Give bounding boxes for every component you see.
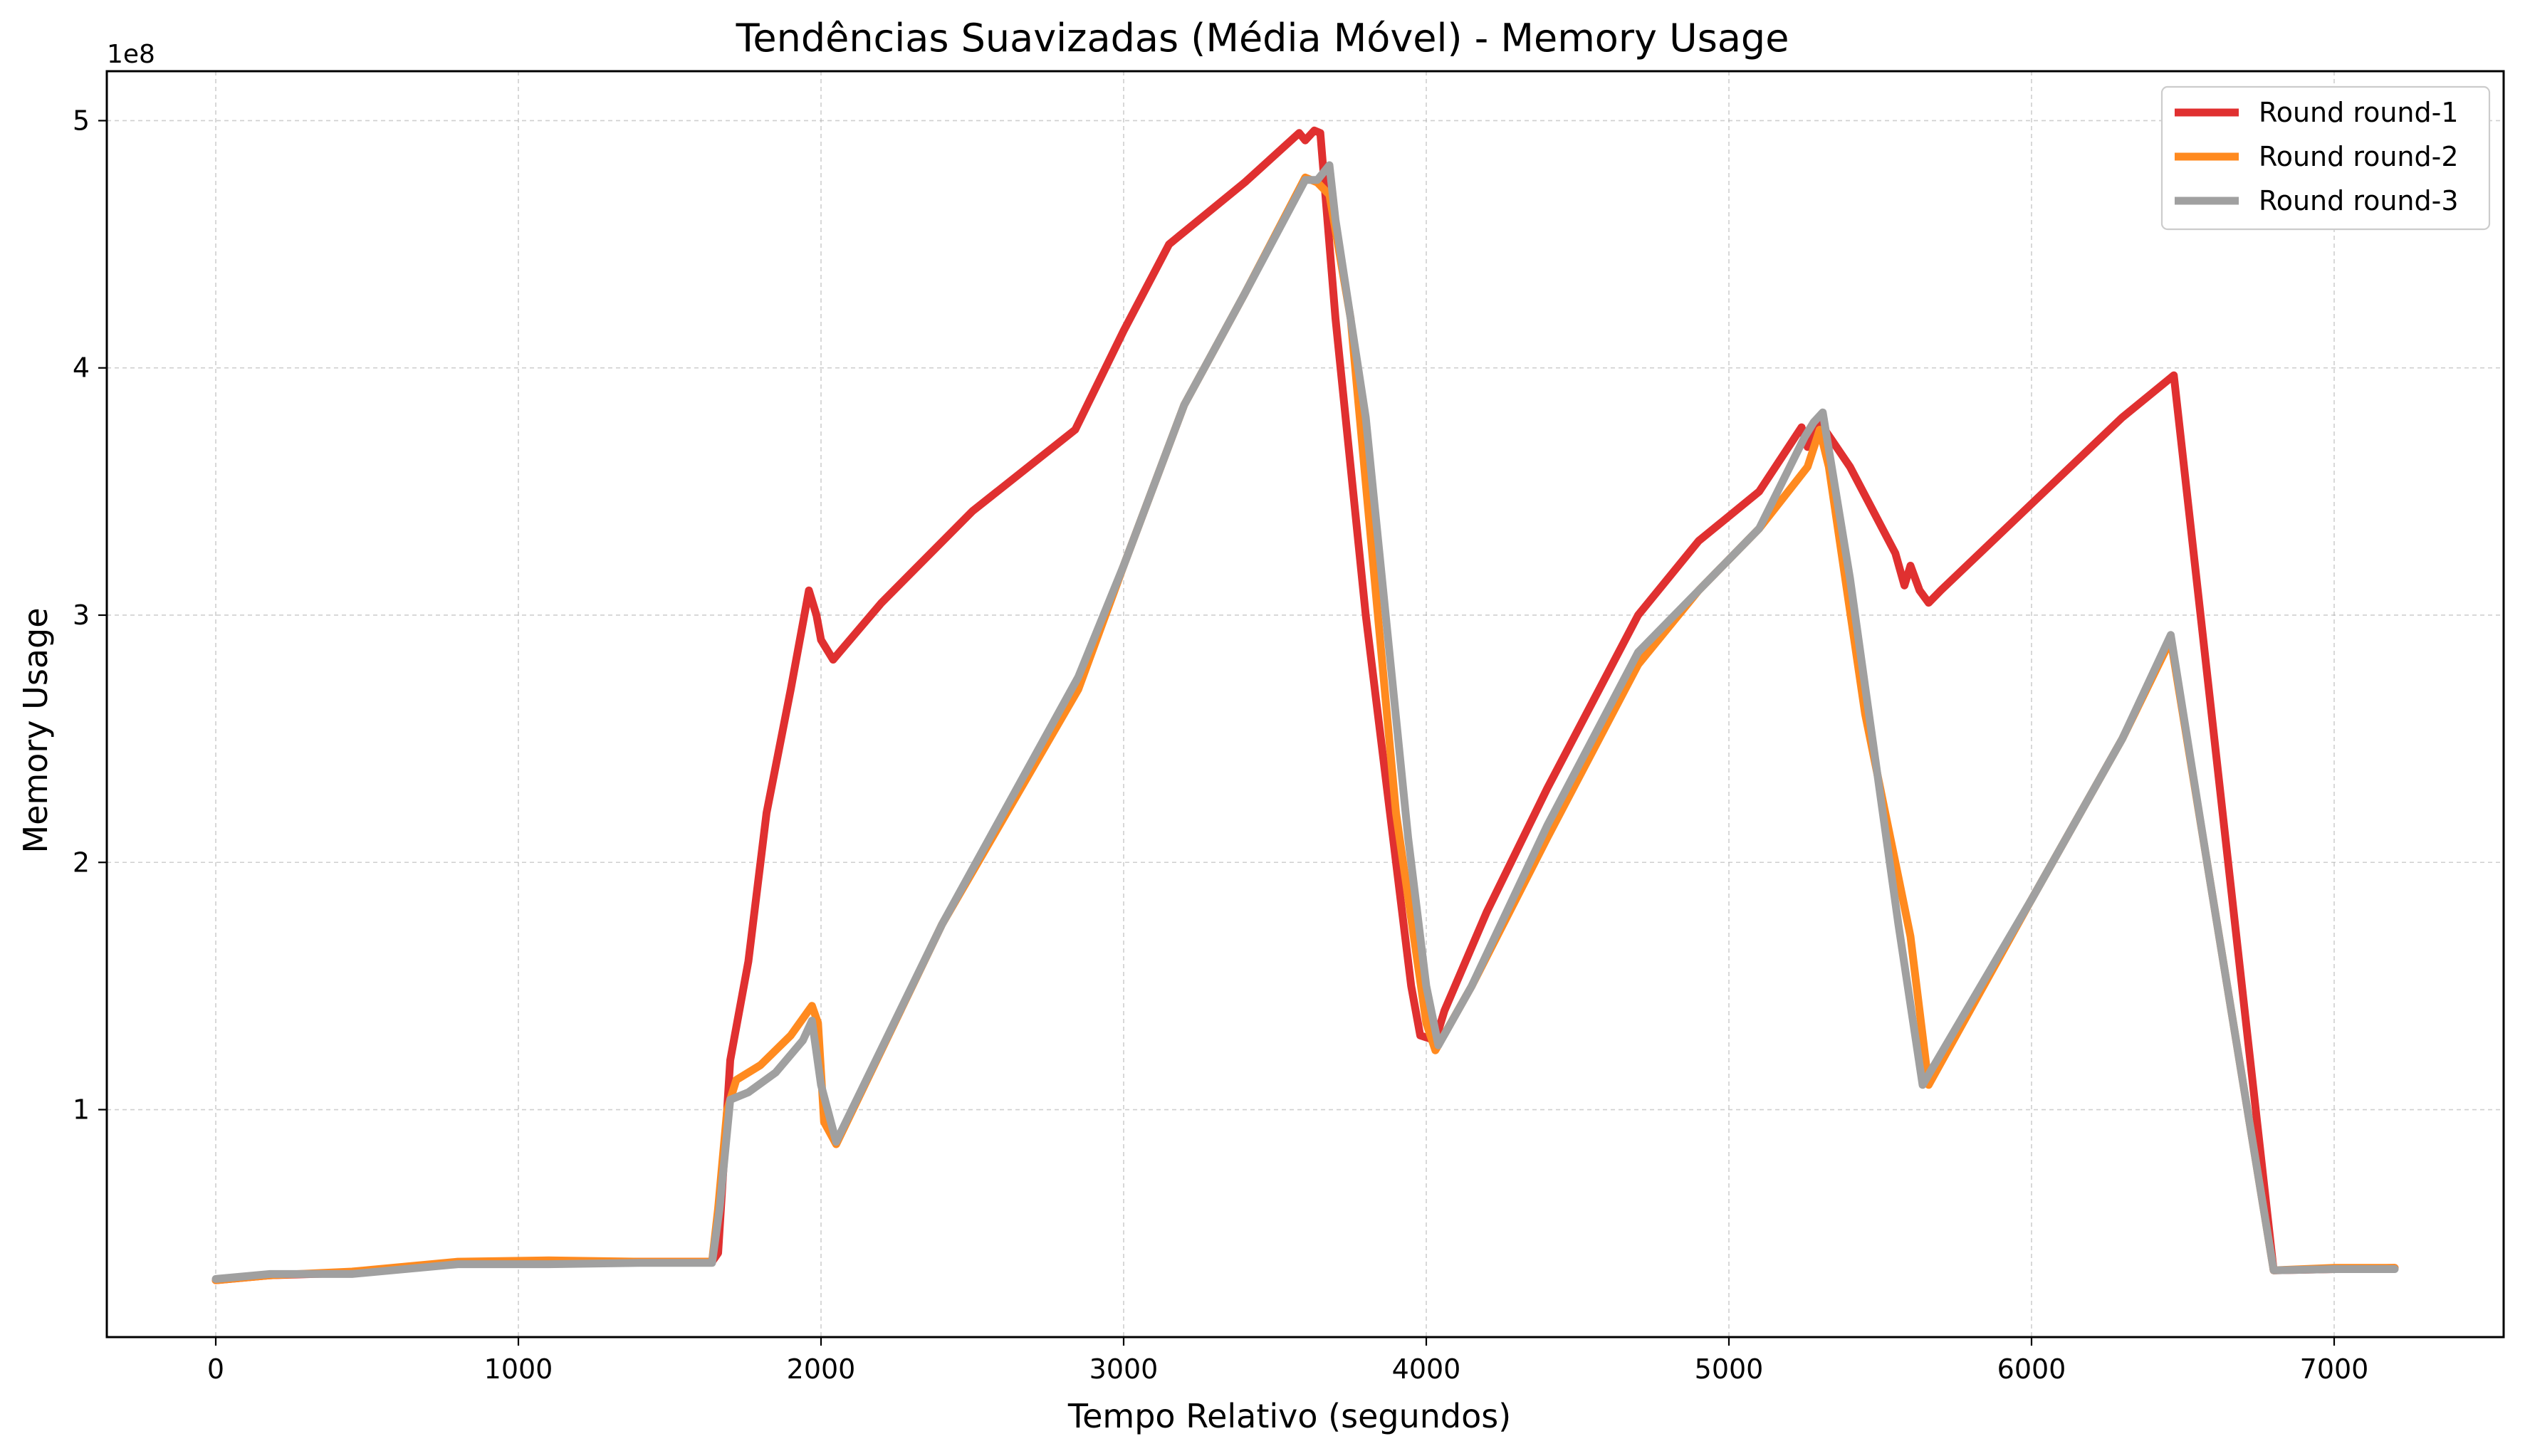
legend-label-round-1: Round round-1 — [2259, 97, 2459, 128]
plot-area-frame — [105, 70, 2505, 1339]
legend-label-round-2: Round round-2 — [2259, 141, 2459, 172]
x-axis: 0 1000 2000 3000 4000 5000 6000 7000 — [207, 1337, 2368, 1385]
y-tick-label: 5 — [73, 105, 90, 136]
y-tick-label: 3 — [73, 599, 90, 631]
x-tick-label: 2000 — [787, 1353, 856, 1385]
series-line-round-3 — [211, 161, 2399, 1283]
y-tick-label: 1 — [73, 1094, 90, 1126]
legend-label-round-3: Round round-3 — [2259, 185, 2459, 216]
y-tick-label: 2 — [73, 847, 90, 878]
x-tick-label: 4000 — [1392, 1353, 1461, 1385]
y-axis: 1 2 3 4 5 — [73, 105, 107, 1126]
y-offset-label: 1e8 — [107, 40, 155, 69]
x-tick-label: 5000 — [1695, 1353, 1764, 1385]
chart-title: Tendências Suavizadas (Média Móvel) - Me… — [736, 16, 1789, 61]
x-axis-label: Tempo Relativo (segundos) — [1067, 1397, 1511, 1435]
y-axis-label: Memory Usage — [16, 607, 55, 853]
x-tick-label: 1000 — [484, 1353, 553, 1385]
series-lines — [211, 126, 2399, 1284]
series-line-round-1 — [211, 126, 2399, 1284]
legend-frame — [2160, 85, 2491, 231]
series-line-round-2 — [211, 173, 2399, 1284]
grid — [107, 71, 2504, 1337]
y-tick-label: 4 — [73, 352, 90, 384]
x-tick-label: 3000 — [1089, 1353, 1159, 1385]
legend: Round round-1 Round round-2 Round round-3 — [2160, 85, 2491, 231]
x-tick-label: 0 — [207, 1353, 224, 1385]
x-tick-label: 6000 — [1997, 1353, 2066, 1385]
x-tick-label: 7000 — [2300, 1353, 2369, 1385]
